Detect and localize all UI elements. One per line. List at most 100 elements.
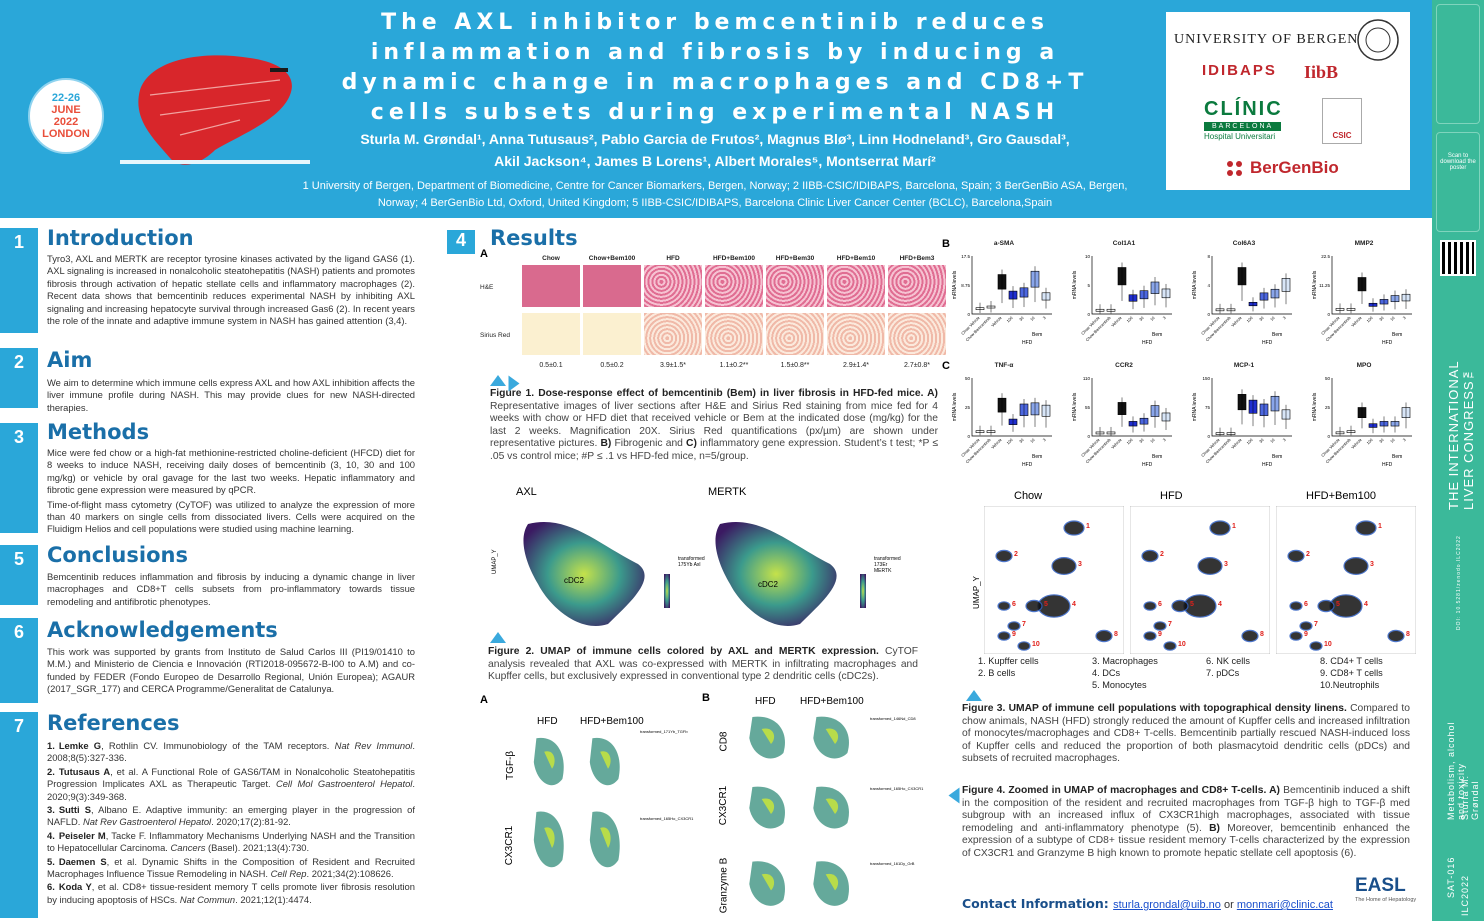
poster-title: The AXL inhibitor bemcentinib reduces in… [270,8,1160,128]
uib-logo: UNIVERSITY OF BERGEN [1174,32,1359,47]
y-axis-label: mRNA levels [1192,270,1198,299]
cluster-number: 4 [1364,601,1368,608]
cluster-blob [1017,641,1031,651]
fig1a-histology: Chow 0.5±0.1 Chow+Bem100 0.5±0.2 HFD 3.9±1.5*… [480,250,946,372]
y-tick-label: 0 [967,434,970,439]
gene-chart: MMP2 mRNA levels 0 11.25 22.5 Chow Vehicle Cho… [1310,240,1418,346]
congress-label: THE INTERNATIONAL LIVER CONGRESS™ [1446,360,1476,510]
y-tick-label: 0 [1087,434,1090,439]
arrow-icon [490,632,506,643]
zoom-umap [749,861,785,906]
cluster-blob [1051,556,1077,575]
poster-code: SAT-016 [1446,856,1456,898]
chart-title: MPO [1356,362,1372,369]
panel-label: HFD+Bem100 [800,696,864,707]
legend-item: 8. CD4+ T cells [1320,656,1383,666]
email-link[interactable]: sturla.grondal@uib.no [1113,899,1221,911]
cluster-blob [1329,594,1363,618]
title-line: The AXL inhibitor bemcentinib reduces [381,10,1049,35]
column-header: HFD+Bem10 [836,255,876,262]
x-tick-label: 3 [1042,437,1048,443]
umap-label: AXL [516,486,537,498]
reference-tail: . 2008;8(5):327-336. [47,740,415,764]
umap-hotspot [825,728,839,744]
group-label: Bem [1272,454,1282,460]
conference-badge: 22-26 JUNE 2022 LONDON [28,78,104,154]
x-tick-label: 30 [1258,437,1265,444]
gene-chart: CCR2 mRNA levels 0 55 110 Chow Vehicle Chow Be… [1070,362,1178,468]
y-tick-label: 0 [1207,312,1210,317]
sirius-red-image [827,313,885,355]
umap-hotspot [761,728,775,744]
x-tick-label: 100 [1125,437,1134,446]
legend-item: 9. CD8+ T cells [1320,668,1383,678]
cluster-number: 6 [1012,601,1016,608]
fig3-umap: Chow 1 2 3 4 5 6 7 8 9 10 HFD 1 2 3 4 5 6 7 8 9 10 HFD+Bem100 1… [966,488,1418,656]
chart-title: a-SMA [993,240,1015,247]
qr-code-icon[interactable] [1440,240,1476,276]
y-tick-label: 10 [1085,254,1091,259]
figure2-caption: Figure 2. UMAP of immune cells colored b… [488,646,918,684]
x-tick-label: 100 [1125,315,1134,324]
poster-sessions-logo [1436,4,1480,124]
cluster-number: 2 [1014,551,1018,558]
y-tick-label: 0 [1327,312,1330,317]
reference-rest: , Rothlin CV. Immunobiology of the TAM r… [101,740,335,751]
sirius-red-image [583,313,641,355]
zoom-umap [749,716,785,759]
cap-text: Fibrogenic and [611,438,687,450]
legend-item: 10.Neutrophils [1320,680,1380,690]
cluster-number: 2 [1306,551,1310,558]
quantification: 2.9±1.4* [842,362,870,369]
reference-jour: Cancers [170,842,206,854]
contact-label: Contact Information: [962,896,1109,911]
panel-letter: B [942,238,950,250]
reference-jour: Nat Rev Immunol [334,740,413,751]
umap-hotspot [825,873,839,891]
cluster-number: 5 [1044,601,1048,608]
quantification: 0.5±0.2 [600,362,624,369]
section-body: Tyro3, AXL and MERTK are receptor tyrosi… [47,253,415,327]
x-tick-label: 100 [1005,437,1014,446]
conference-city: LONDON [42,128,90,140]
group-label: Bem [1392,332,1402,338]
column-header: HFD+Bem30 [775,255,815,262]
title-line: inflammation and fibrosis by inducing a [370,40,1060,65]
panel-label: CD8 [718,731,730,752]
axis-label: UMAP_Y [492,549,498,574]
reference-rest: , et al. A Functional Role of GAS6/TAM i… [47,765,415,790]
cluster-number: 5 [1190,601,1194,608]
cluster-blob [1183,594,1217,618]
panel-label: HFD [755,696,776,707]
panel-header: HFD+Bem100 [1306,490,1377,502]
email-link[interactable]: monmari@clinic.cat [1236,899,1333,911]
section-title: Acknowledgements [47,618,278,642]
quantification: 1.5±0.8** [780,362,810,369]
title-line: cells subsets during experimental NASH [370,100,1060,125]
legend-item: 1. Kupffer cells [978,656,1039,666]
y-tick-label: 5 [1087,283,1090,288]
he-image [827,265,885,307]
figure3-caption: Figure 3. UMAP of immune cell population… [962,703,1410,766]
density-plot: 1 2 3 4 5 6 7 8 9 10 [1276,506,1416,654]
y-axis-label: mRNA levels [952,392,958,421]
ilc-label: ILC2022 [1460,874,1470,916]
x-tick-label: 30 [1378,437,1385,444]
y-tick-label: 8.75 [961,283,970,288]
x-tick-label: 100 [1365,437,1374,446]
chart-axis [1211,378,1292,437]
x-tick-label: 3 [1282,315,1288,321]
x-tick-label: Vehicle [1110,315,1123,328]
quantification: 0.5±0.1 [539,362,563,369]
easl-logo: EASL The Home of Hepatology [1355,875,1416,903]
x-tick-label: 30 [1138,437,1145,444]
he-image [766,265,824,307]
authors-line: Akil Jackson⁴, James B Lorens¹, Albert M… [494,153,936,169]
figure4-caption: Figure 4. Zoomed in UMAP of macrophages … [962,785,1410,861]
panel-label: Granzyme B [718,857,730,914]
y-tick-label: 11.25 [1319,283,1330,288]
column-header: Chow [542,255,560,262]
cluster-blob [997,601,1011,611]
